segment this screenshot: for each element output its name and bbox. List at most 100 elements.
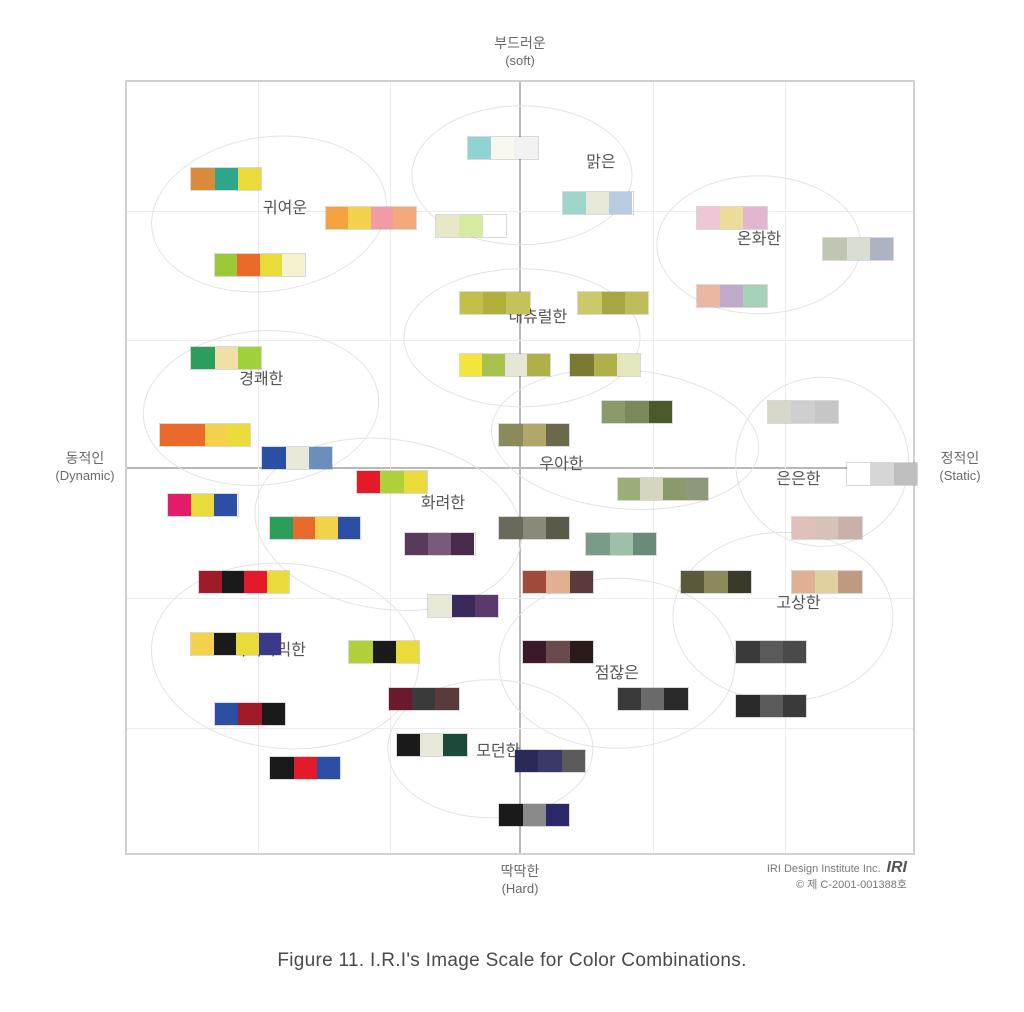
swatch-color [214, 633, 237, 655]
swatch-set [498, 803, 570, 827]
swatch-color [783, 641, 806, 663]
swatch-color [227, 424, 250, 446]
swatch-color [460, 292, 483, 314]
swatch-color [523, 804, 546, 826]
swatch-color [286, 447, 309, 469]
swatch-set [214, 702, 286, 726]
swatch-color [262, 703, 285, 725]
swatch-color [618, 688, 641, 710]
swatch-color [293, 517, 316, 539]
swatch-color [205, 424, 228, 446]
swatch-color [182, 424, 205, 446]
swatch-color [428, 533, 451, 555]
grid-line [127, 211, 913, 212]
swatch-color [259, 633, 282, 655]
swatch-color [191, 494, 214, 516]
swatch-color [215, 254, 238, 276]
swatch-set [167, 493, 239, 517]
swatch-color [499, 517, 522, 539]
swatch-color [570, 571, 593, 593]
swatch-color [760, 695, 783, 717]
swatch-set [601, 400, 673, 424]
swatch-color [894, 463, 917, 485]
swatch-color [594, 354, 617, 376]
swatch-set [522, 570, 594, 594]
swatch-color [578, 292, 601, 314]
swatch-color [609, 192, 632, 214]
cluster-ellipse [672, 532, 893, 703]
copyright: IRI Design Institute Inc.IRI © 제 C-2001-… [767, 857, 907, 893]
swatch-color [743, 207, 766, 229]
grid-line [390, 82, 391, 853]
swatch-set [569, 353, 641, 377]
swatch-color [404, 471, 427, 493]
swatch-color [309, 447, 332, 469]
swatch-color [238, 703, 261, 725]
swatch-set [388, 687, 460, 711]
swatch-color [546, 571, 569, 593]
swatch-color [514, 137, 537, 159]
swatch-color [791, 401, 814, 423]
swatch-color [199, 571, 222, 593]
swatch-color [460, 354, 483, 376]
swatch-set [427, 594, 499, 618]
swatch-color [357, 471, 380, 493]
swatch-set [467, 136, 539, 160]
grid-line [127, 728, 913, 729]
swatch-set [356, 470, 428, 494]
swatch-color [685, 478, 708, 500]
swatch-color [270, 757, 293, 779]
swatch-color [870, 238, 893, 260]
swatch-color [420, 734, 443, 756]
swatch-set [459, 353, 551, 377]
swatch-color [664, 688, 687, 710]
swatch-color [459, 215, 482, 237]
swatch-color [681, 571, 704, 593]
swatch-color [720, 285, 743, 307]
swatch-set [680, 570, 752, 594]
swatch-color [640, 478, 663, 500]
swatch-color [168, 494, 191, 516]
swatch-color [602, 401, 625, 423]
swatch-color [546, 517, 569, 539]
swatch-set [190, 632, 282, 656]
swatch-color [371, 207, 394, 229]
swatch-color [499, 424, 522, 446]
swatch-color [428, 595, 451, 617]
swatch-color [238, 347, 261, 369]
swatch-color [586, 533, 609, 555]
swatch-color [815, 571, 838, 593]
swatch-color [523, 641, 546, 663]
plot-area: 맑은귀여운온화한내츄럴한경쾌한우아한은은한화려한고상한다이나믹한점잖은모던한 [125, 80, 915, 855]
swatch-color [736, 641, 759, 663]
swatch-set [269, 756, 341, 780]
swatch-set [159, 423, 251, 447]
swatch-set [617, 687, 689, 711]
swatch-color [244, 571, 267, 593]
axis-right-label: 정적인 (Static) [925, 450, 995, 484]
swatch-color [468, 137, 491, 159]
swatch-color [317, 757, 340, 779]
swatch-color [649, 401, 672, 423]
swatch-set [459, 291, 531, 315]
swatch-color [315, 517, 338, 539]
swatch-color [483, 292, 506, 314]
swatch-set [696, 206, 768, 230]
swatch-set [214, 253, 306, 277]
swatch-set [435, 214, 507, 238]
swatch-set [325, 206, 417, 230]
swatch-color [618, 478, 641, 500]
swatch-color [491, 137, 514, 159]
swatch-color [523, 424, 546, 446]
swatch-set [498, 516, 570, 540]
swatch-color [697, 285, 720, 307]
grid-line [258, 82, 259, 853]
figure: 부드러운 (soft) 동적인 (Dynamic) 정적인 (Static) 맑… [125, 35, 915, 855]
swatch-color [546, 804, 569, 826]
axis-left-label: 동적인 (Dynamic) [50, 450, 120, 484]
swatch-color [546, 641, 569, 663]
swatch-set [562, 191, 634, 215]
swatch-color [326, 207, 349, 229]
grid-line [127, 340, 913, 341]
swatch-color [405, 533, 428, 555]
